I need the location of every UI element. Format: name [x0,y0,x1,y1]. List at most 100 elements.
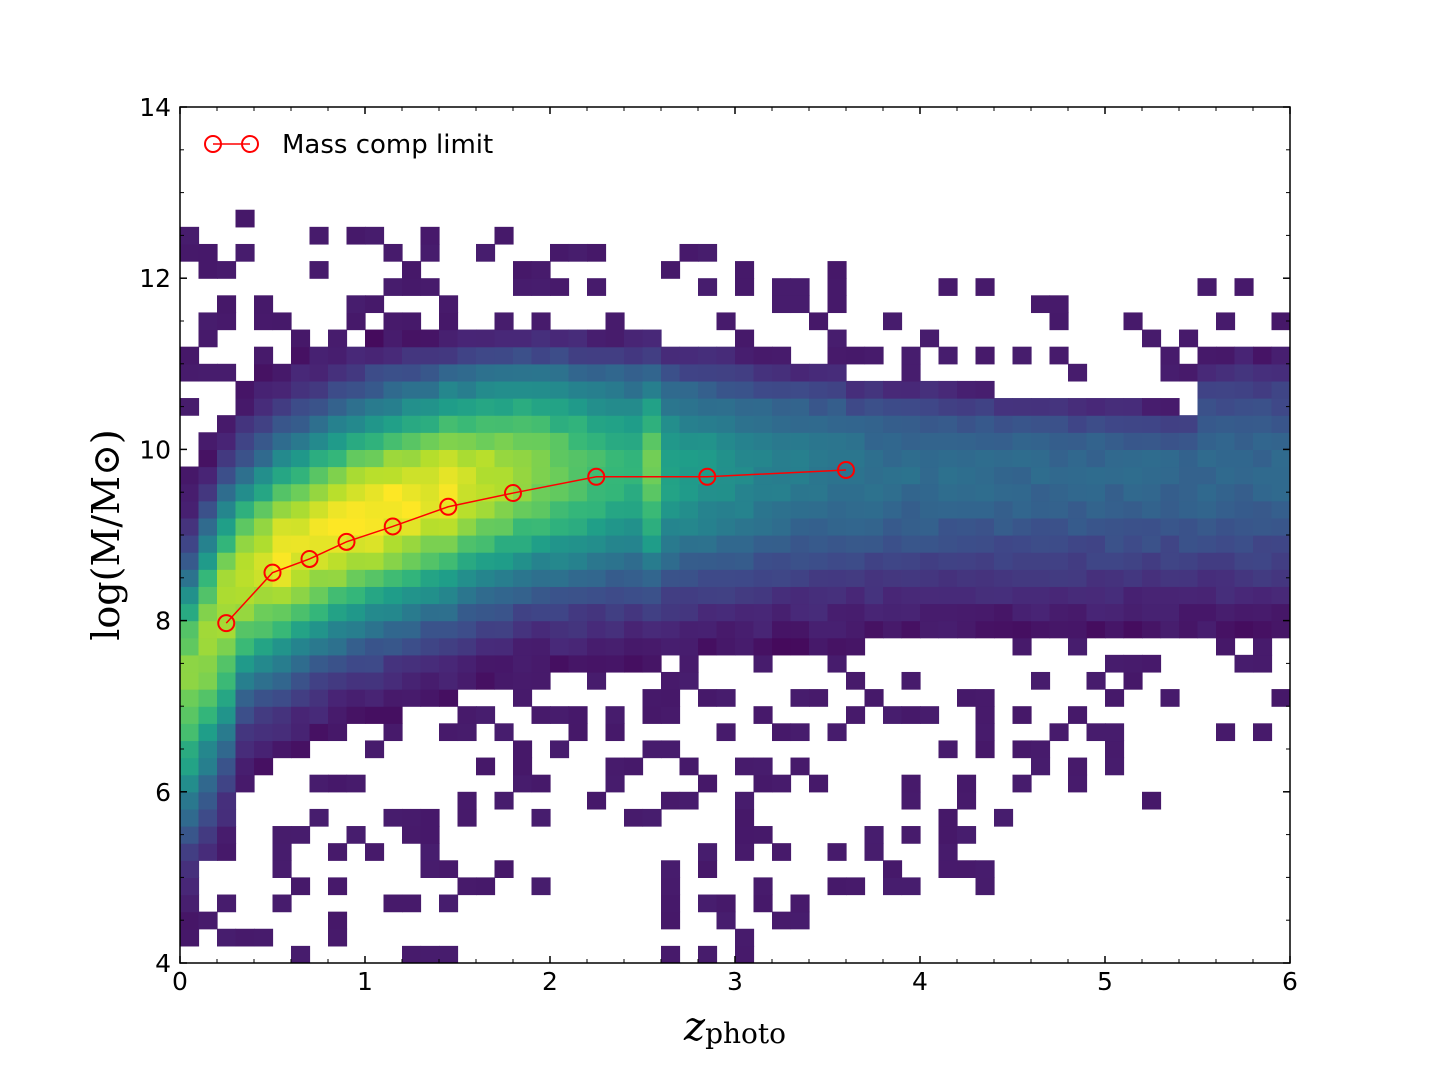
heatmap-cell [790,620,810,639]
heatmap-cell [383,398,403,416]
heatmap-cell [1012,586,1032,605]
heatmap-cell [790,586,810,605]
heatmap-cell [235,432,255,450]
heatmap-cell [716,380,736,399]
heatmap-cell [217,517,237,536]
heatmap-cell [457,329,477,348]
heatmap-cell [1234,432,1254,450]
heatmap-cell [272,483,292,502]
heatmap-cell [1271,432,1290,450]
heatmap-cell [1086,500,1106,519]
heatmap-cell [587,415,607,433]
heatmap-cell [827,415,847,433]
heatmap-cell [1142,466,1162,485]
heatmap-cell [365,363,385,382]
heatmap-cell [642,466,662,485]
heatmap-cell [605,483,625,502]
heatmap-cell [513,552,533,570]
heatmap-cell [698,380,718,399]
heatmap-cell [1216,637,1236,656]
heatmap-cell [846,877,866,896]
heatmap-cell [513,398,533,416]
heatmap-cell [494,552,514,570]
heatmap-cell [920,603,940,622]
heatmap-cell [790,552,810,570]
mass-comp-limit-series [217,460,855,633]
heatmap-cell [698,363,718,382]
y-tick-label: 6 [155,778,171,807]
heatmap-cell [1123,398,1143,416]
heatmap-cell [439,517,459,536]
heatmap-cell [309,603,329,622]
heatmap-cell [291,723,311,742]
heatmap-cell [698,517,718,536]
heatmap-cell [1031,432,1051,450]
heatmap-cell [1234,380,1254,399]
heatmap-cell [439,723,459,742]
heatmap-cell [975,278,995,296]
heatmap-cell [1216,723,1236,742]
heatmap-cell [1031,620,1051,639]
heatmap-cell [531,312,551,331]
heatmap-cell [587,363,607,382]
heatmap-cell [735,637,755,656]
heatmap-cell [679,620,699,639]
heatmap-cell [291,432,311,450]
heatmap-cell [550,432,570,450]
heatmap-cell [1086,449,1106,468]
heatmap-cell [1197,398,1217,416]
heatmap-cell [790,603,810,622]
heatmap-cell [439,620,459,639]
heatmap-cell [846,569,866,587]
heatmap-cell [309,517,329,536]
heatmap-cell [1012,569,1032,587]
heatmap-cell [1105,586,1125,605]
heatmap-cell [735,398,755,416]
heatmap-cell [809,432,829,450]
heatmap-cell [272,671,292,690]
heatmap-cell [1012,466,1032,485]
heatmap-cell [217,689,237,707]
heatmap-cell [975,740,995,759]
heatmap-cell [420,620,440,639]
heatmap-cell [957,380,977,399]
heatmap-cell [402,945,422,963]
heatmap-cell [938,535,958,553]
heatmap-cell [291,586,311,605]
heatmap-cell [494,363,514,382]
heatmap-cell [309,432,329,450]
heatmap-cell [1179,329,1199,348]
heatmap-cell [1031,517,1051,536]
heatmap-cell [439,380,459,399]
heatmap-cell [550,380,570,399]
heatmap-cell [272,535,292,553]
heatmap-cell [365,500,385,519]
heatmap-cell [827,500,847,519]
heatmap-cell [531,500,551,519]
heatmap-cell [439,398,459,416]
heatmap-cell [901,500,921,519]
heatmap-cell [679,791,699,810]
heatmap-cell [605,757,625,776]
heatmap-cell [716,346,736,365]
heatmap-cell [901,346,921,365]
heatmap-cell [402,380,422,399]
heatmap-cell [846,637,866,656]
heatmap-cell [624,637,644,656]
heatmap-cell [716,569,736,587]
heatmap-cell [846,552,866,570]
heatmap-cell [938,860,958,878]
heatmap-cell [1142,517,1162,536]
heatmap-cell [679,637,699,656]
heatmap-cell [439,654,459,673]
heatmap-cell [661,620,681,639]
x-axis-title-sub: photo [705,1017,786,1050]
heatmap-cell [550,483,570,502]
heatmap-cell [1049,432,1069,450]
heatmap-cell [957,860,977,878]
heatmap-cell [235,535,255,553]
heatmap-cell [513,517,533,536]
heatmap-cell [642,483,662,502]
heatmap-cell [883,380,903,399]
heatmap-cell [642,363,662,382]
